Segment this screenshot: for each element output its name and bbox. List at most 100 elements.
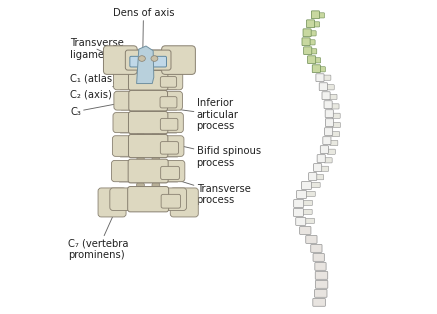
FancyBboxPatch shape <box>324 101 332 109</box>
Text: C₇ (vertebra
prominens): C₇ (vertebra prominens) <box>68 200 128 260</box>
FancyBboxPatch shape <box>112 136 135 156</box>
FancyBboxPatch shape <box>316 74 324 82</box>
FancyBboxPatch shape <box>324 158 332 163</box>
FancyBboxPatch shape <box>311 11 319 19</box>
FancyBboxPatch shape <box>125 50 171 70</box>
FancyBboxPatch shape <box>326 119 333 127</box>
FancyBboxPatch shape <box>296 191 306 198</box>
Text: C₃: C₃ <box>70 103 121 117</box>
Ellipse shape <box>137 156 145 164</box>
FancyBboxPatch shape <box>114 71 135 90</box>
FancyBboxPatch shape <box>311 49 317 54</box>
Ellipse shape <box>152 181 160 189</box>
FancyBboxPatch shape <box>107 50 132 70</box>
FancyBboxPatch shape <box>304 47 312 55</box>
FancyBboxPatch shape <box>319 67 326 72</box>
FancyBboxPatch shape <box>160 97 177 108</box>
FancyBboxPatch shape <box>113 113 135 133</box>
FancyBboxPatch shape <box>294 200 304 207</box>
FancyBboxPatch shape <box>293 208 303 216</box>
FancyBboxPatch shape <box>162 160 185 182</box>
FancyBboxPatch shape <box>162 46 195 74</box>
FancyBboxPatch shape <box>170 188 198 217</box>
Text: Transverse
process: Transverse process <box>170 178 250 205</box>
FancyBboxPatch shape <box>310 31 316 36</box>
FancyBboxPatch shape <box>296 218 306 225</box>
FancyBboxPatch shape <box>128 187 169 212</box>
FancyBboxPatch shape <box>114 91 135 110</box>
Ellipse shape <box>135 68 143 76</box>
FancyBboxPatch shape <box>160 118 178 130</box>
FancyBboxPatch shape <box>326 85 334 90</box>
FancyBboxPatch shape <box>329 140 338 146</box>
FancyBboxPatch shape <box>329 94 337 100</box>
FancyBboxPatch shape <box>161 136 184 156</box>
FancyBboxPatch shape <box>300 227 311 234</box>
FancyBboxPatch shape <box>306 20 315 28</box>
FancyBboxPatch shape <box>110 188 134 210</box>
FancyBboxPatch shape <box>315 290 327 297</box>
Text: Transverse
ligament: Transverse ligament <box>70 38 124 61</box>
FancyBboxPatch shape <box>104 46 137 74</box>
Ellipse shape <box>137 132 145 140</box>
FancyBboxPatch shape <box>161 113 184 133</box>
FancyBboxPatch shape <box>160 142 178 154</box>
FancyBboxPatch shape <box>161 194 180 208</box>
Ellipse shape <box>136 181 144 189</box>
FancyBboxPatch shape <box>311 245 322 252</box>
FancyBboxPatch shape <box>316 175 324 180</box>
FancyBboxPatch shape <box>161 91 182 110</box>
FancyBboxPatch shape <box>128 111 168 134</box>
FancyBboxPatch shape <box>313 253 324 261</box>
FancyBboxPatch shape <box>320 146 329 154</box>
FancyBboxPatch shape <box>306 236 317 243</box>
Polygon shape <box>137 46 154 84</box>
FancyBboxPatch shape <box>164 50 189 70</box>
FancyBboxPatch shape <box>323 75 331 80</box>
Ellipse shape <box>151 56 158 61</box>
FancyBboxPatch shape <box>312 65 320 73</box>
Text: C₁ (atlas): C₁ (atlas) <box>70 65 121 84</box>
Ellipse shape <box>137 89 145 96</box>
FancyBboxPatch shape <box>162 71 183 90</box>
FancyBboxPatch shape <box>318 13 325 18</box>
FancyBboxPatch shape <box>331 104 339 109</box>
FancyBboxPatch shape <box>323 137 331 144</box>
FancyBboxPatch shape <box>319 83 327 90</box>
FancyBboxPatch shape <box>125 50 171 70</box>
FancyBboxPatch shape <box>128 134 168 158</box>
FancyBboxPatch shape <box>302 38 310 46</box>
FancyBboxPatch shape <box>325 128 333 136</box>
FancyBboxPatch shape <box>303 29 311 37</box>
FancyBboxPatch shape <box>313 22 319 27</box>
FancyBboxPatch shape <box>315 272 328 279</box>
FancyBboxPatch shape <box>162 188 187 210</box>
FancyBboxPatch shape <box>130 56 166 67</box>
FancyBboxPatch shape <box>331 132 340 137</box>
FancyBboxPatch shape <box>111 160 135 182</box>
FancyBboxPatch shape <box>160 77 177 87</box>
FancyBboxPatch shape <box>161 166 180 180</box>
FancyBboxPatch shape <box>129 90 167 111</box>
FancyBboxPatch shape <box>310 182 320 187</box>
FancyBboxPatch shape <box>315 263 326 270</box>
Text: Dens of axis: Dens of axis <box>113 8 174 49</box>
FancyBboxPatch shape <box>315 58 321 63</box>
FancyBboxPatch shape <box>317 155 325 162</box>
FancyBboxPatch shape <box>320 166 329 171</box>
FancyBboxPatch shape <box>128 70 168 90</box>
Ellipse shape <box>152 156 160 164</box>
FancyBboxPatch shape <box>98 188 126 217</box>
Text: C₂ (axis): C₂ (axis) <box>70 84 121 100</box>
FancyBboxPatch shape <box>327 149 335 154</box>
FancyBboxPatch shape <box>309 173 317 181</box>
FancyBboxPatch shape <box>308 56 316 64</box>
Ellipse shape <box>153 68 161 76</box>
FancyBboxPatch shape <box>313 299 325 306</box>
FancyBboxPatch shape <box>332 122 340 127</box>
FancyBboxPatch shape <box>128 159 168 183</box>
FancyBboxPatch shape <box>332 113 340 118</box>
Ellipse shape <box>137 109 145 117</box>
FancyBboxPatch shape <box>305 218 315 224</box>
FancyBboxPatch shape <box>302 181 312 189</box>
